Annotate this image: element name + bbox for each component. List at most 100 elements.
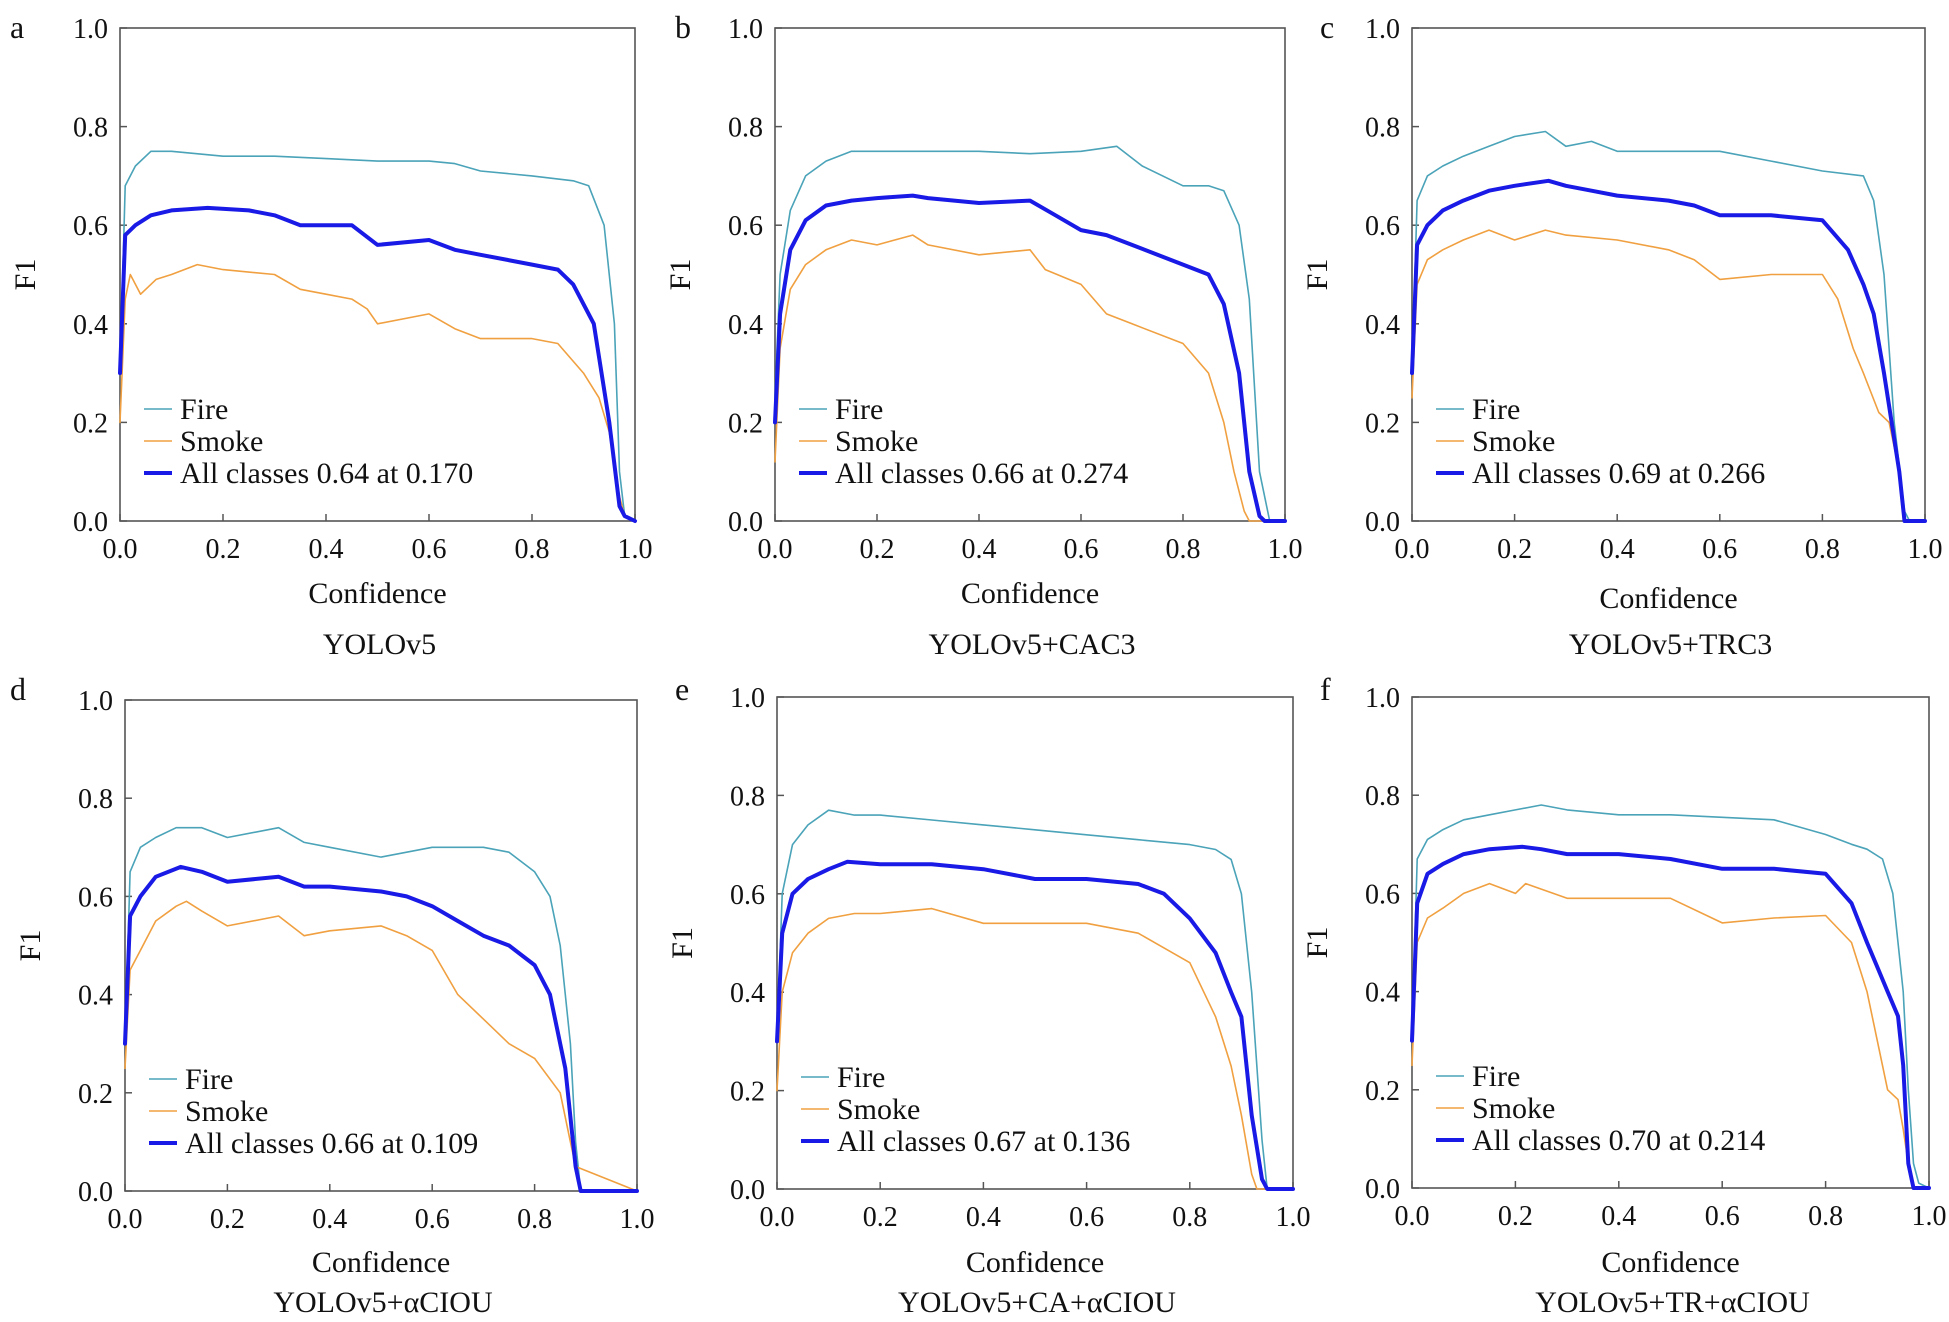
series-line-fire xyxy=(1411,130,1926,522)
y-tick-label: 1.0 xyxy=(730,683,765,714)
y-tick-label: 0.8 xyxy=(1365,781,1400,812)
panel-letter: d xyxy=(10,671,26,707)
y-tick-label: 0.2 xyxy=(78,1079,113,1110)
x-axis-label: Confidence xyxy=(308,577,446,610)
y-tick-label: 0.0 xyxy=(730,1175,765,1206)
y-tick-label: 1.0 xyxy=(1365,14,1400,45)
y-tick-label: 0.8 xyxy=(1365,113,1400,144)
chart-panel-e: 0.0 0.2 0.4 0.6 0.8 1.0 0.0 0.2 0.4 0.6 0.8 1.0 Conf… xyxy=(666,671,1311,1319)
plot-frame xyxy=(1411,696,1930,1189)
x-tick-label: 0.8 xyxy=(1808,1201,1843,1232)
y-axis-label: F1 xyxy=(664,259,697,291)
x-axis-label: Confidence xyxy=(966,1246,1104,1279)
x-tick-label: 0.6 xyxy=(1069,1202,1104,1233)
y-tick-label: 0.6 xyxy=(1365,211,1400,242)
legend-entry: Smoke xyxy=(185,1095,268,1128)
series-line-all-classes xyxy=(118,205,637,523)
x-tick-label: 0.8 xyxy=(517,1204,552,1235)
x-tick-label: 0.4 xyxy=(309,534,344,565)
y-tick-label: 0.2 xyxy=(728,408,763,439)
panel-letter: a xyxy=(10,9,24,45)
y-tick-label: 0.2 xyxy=(1365,1076,1400,1107)
y-axis-label: F1 xyxy=(1301,927,1334,959)
y-tick-label: 0.8 xyxy=(73,113,108,144)
x-axis-label: Confidence xyxy=(312,1246,450,1279)
plot-frame xyxy=(119,27,636,522)
x-tick-label: 1.0 xyxy=(1912,1201,1947,1232)
x-tick-label: 1.0 xyxy=(1908,534,1943,565)
series-line-smoke xyxy=(124,900,638,1192)
x-tick-label: 0.4 xyxy=(312,1204,347,1235)
series-line-smoke xyxy=(774,234,1286,522)
y-axis-label: F1 xyxy=(666,927,699,959)
chart-panel-f: 0.0 0.2 0.4 0.6 0.8 1.0 0.0 0.2 0.4 0.6 0.8 1.0 Conf… xyxy=(1301,671,1947,1319)
x-tick-label: 0.2 xyxy=(1498,1201,1533,1232)
y-tick-label: 0.6 xyxy=(73,211,108,242)
y-tick-label: 1.0 xyxy=(728,14,763,45)
series-line-all-classes xyxy=(123,864,639,1193)
legend-entry: Smoke xyxy=(180,425,263,458)
legend-entry: Fire xyxy=(837,1061,885,1094)
x-tick-label: 0.6 xyxy=(1702,534,1737,565)
chart-panel-c: 0.0 0.2 0.4 0.6 0.8 1.0 0.0 0.2 0.4 0.6 0.8 1.0 Conf… xyxy=(1301,9,1943,661)
x-tick-label: 0.8 xyxy=(515,534,550,565)
plot-frame xyxy=(774,27,1286,522)
panel-caption: YOLOv5+CA+αCIOU xyxy=(898,1286,1176,1319)
y-tick-label: 0.6 xyxy=(78,882,113,913)
y-tick-label: 0.4 xyxy=(78,981,113,1012)
y-tick-label: 0.4 xyxy=(73,310,108,341)
legend-entry: All classes 0.66 at 0.274 xyxy=(835,457,1128,490)
legend-entry: Smoke xyxy=(1472,425,1555,458)
y-tick-label: 0.0 xyxy=(78,1177,113,1208)
legend-entry: All classes 0.66 at 0.109 xyxy=(185,1127,478,1160)
y-tick-label: 0.6 xyxy=(1365,879,1400,910)
chart-panel-b: 0.0 0.2 0.4 0.6 0.8 1.0 0.0 0.2 0.4 0.6 0.8 1.0 Conf… xyxy=(664,9,1303,661)
x-tick-label: 0.2 xyxy=(210,1204,245,1235)
series-line-fire xyxy=(124,826,638,1192)
series-line-all-classes xyxy=(775,859,1295,1191)
x-tick-label: 0.8 xyxy=(1166,534,1201,565)
panel-caption: YOLOv5+TR+αCIOU xyxy=(1535,1286,1810,1319)
legend-entry: Fire xyxy=(1472,393,1520,426)
y-tick-label: 0.6 xyxy=(728,211,763,242)
series-line-all-classes xyxy=(773,193,1287,523)
y-tick-label: 0.8 xyxy=(78,784,113,815)
y-axis-label: F1 xyxy=(9,259,42,291)
x-tick-label: 0.4 xyxy=(962,534,997,565)
chart-panel-a: 0.0 0.2 0.4 0.6 0.8 1.0 0.0 0.2 0.4 0.6 0.8 1.0 Conf… xyxy=(9,9,653,661)
y-tick-label: 0.4 xyxy=(728,310,763,341)
y-tick-label: 1.0 xyxy=(73,14,108,45)
y-tick-label: 0.4 xyxy=(1365,978,1400,1009)
x-tick-label: 0.0 xyxy=(758,534,793,565)
x-tick-label: 0.2 xyxy=(1497,534,1532,565)
y-tick-label: 1.0 xyxy=(1365,683,1400,714)
x-tick-label: 0.6 xyxy=(1064,534,1099,565)
legend-entry: Smoke xyxy=(835,425,918,458)
x-tick-label: 0.0 xyxy=(760,1202,795,1233)
series-line-fire xyxy=(1411,804,1930,1189)
plot-frame xyxy=(776,696,1294,1190)
panel-caption: YOLOv5 xyxy=(323,628,436,661)
y-tick-label: 0.2 xyxy=(73,408,108,439)
series-line-smoke xyxy=(1411,882,1930,1189)
panel-caption: YOLOv5+TRC3 xyxy=(1569,628,1773,661)
y-tick-label: 0.2 xyxy=(730,1077,765,1108)
x-tick-label: 0.4 xyxy=(966,1202,1001,1233)
y-tick-label: 0.0 xyxy=(1365,1174,1400,1205)
x-tick-label: 0.6 xyxy=(412,534,447,565)
legend-entry: All classes 0.70 at 0.214 xyxy=(1472,1124,1765,1157)
panel-letter: c xyxy=(1320,9,1334,45)
series-line-fire xyxy=(119,150,636,522)
x-tick-label: 0.0 xyxy=(103,534,138,565)
y-tick-label: 1.0 xyxy=(78,686,113,717)
series-line-fire xyxy=(774,145,1286,522)
y-tick-label: 0.6 xyxy=(730,880,765,911)
x-tick-label: 1.0 xyxy=(1268,534,1303,565)
x-axis-label: Confidence xyxy=(961,577,1099,610)
